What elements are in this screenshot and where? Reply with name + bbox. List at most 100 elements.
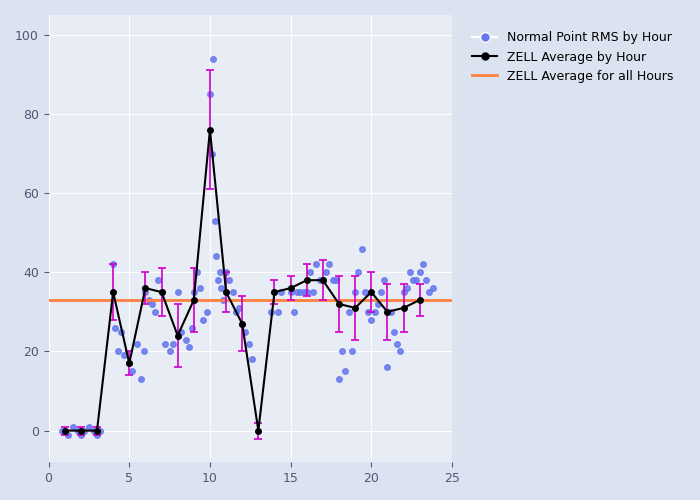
Point [359,288,370,296]
Point [427,284,438,292]
Point [209,217,220,225]
Point [124,360,135,368]
Point [421,276,432,284]
Point [233,304,244,312]
Point [159,340,170,347]
Point [369,308,380,316]
Point [424,288,435,296]
Point [230,308,241,316]
Point [204,90,216,98]
Point [109,324,120,332]
Point [143,296,154,304]
Point [288,308,300,316]
Point [78,426,90,434]
Point [414,268,426,276]
Point [398,288,409,296]
Point [116,328,127,336]
Point [67,422,78,430]
Point [411,276,422,284]
Point [391,340,402,347]
Point [375,288,386,296]
Point [304,268,316,276]
Point [216,284,227,292]
Point [275,288,286,296]
Point [146,300,158,308]
Point [56,426,67,434]
Point [153,276,164,284]
Point [83,422,94,430]
Point [59,426,70,434]
Point [212,276,223,284]
Point [321,268,332,276]
Point [330,276,342,284]
Point [188,288,199,296]
Point [327,276,338,284]
Point [206,150,217,158]
Point [401,284,412,292]
Point [227,288,238,296]
Point [150,308,161,316]
Point [62,430,74,438]
Point [183,344,195,351]
Point [187,324,198,332]
Point [224,276,235,284]
Point [172,288,183,296]
Point [76,430,87,438]
Point [135,375,146,383]
Point [201,308,212,316]
Point [180,336,191,344]
Point [356,244,368,252]
Point [265,308,276,316]
Point [164,348,175,356]
Point [379,276,390,284]
Point [389,328,400,336]
Point [363,308,374,316]
Point [385,308,396,316]
Point [314,276,326,284]
Point [340,367,351,375]
Point [195,284,206,292]
Point [220,268,232,276]
Point [382,364,393,372]
Point [365,316,377,324]
Point [269,288,280,296]
Point [272,308,284,316]
Point [417,260,428,268]
Point [208,54,219,62]
Point [298,288,309,296]
Point [285,288,296,296]
Point [211,252,222,260]
Point [395,348,406,356]
Point [132,340,143,347]
Point [311,260,322,268]
Point [92,430,103,438]
Point [295,288,306,296]
Point [343,308,354,316]
Point [237,320,248,328]
Point [353,268,364,276]
Point [337,348,348,356]
Point [191,268,202,276]
Point [127,367,138,375]
Point [167,340,178,347]
Point [108,260,119,268]
Point [119,352,130,360]
Point [346,348,358,356]
Point [94,426,106,434]
Point [113,348,124,356]
Point [88,426,99,434]
Point [243,340,254,347]
Point [307,288,318,296]
Point [214,268,225,276]
Point [301,288,312,296]
Point [138,348,149,356]
Point [156,288,167,296]
Point [405,268,416,276]
Point [140,288,151,296]
Point [240,328,251,336]
Point [323,260,335,268]
Point [291,288,302,296]
Point [246,356,258,364]
Legend: Normal Point RMS by Hour, ZELL Average by Hour, ZELL Average for all Hours: Normal Point RMS by Hour, ZELL Average b… [462,21,684,93]
Point [372,300,384,308]
